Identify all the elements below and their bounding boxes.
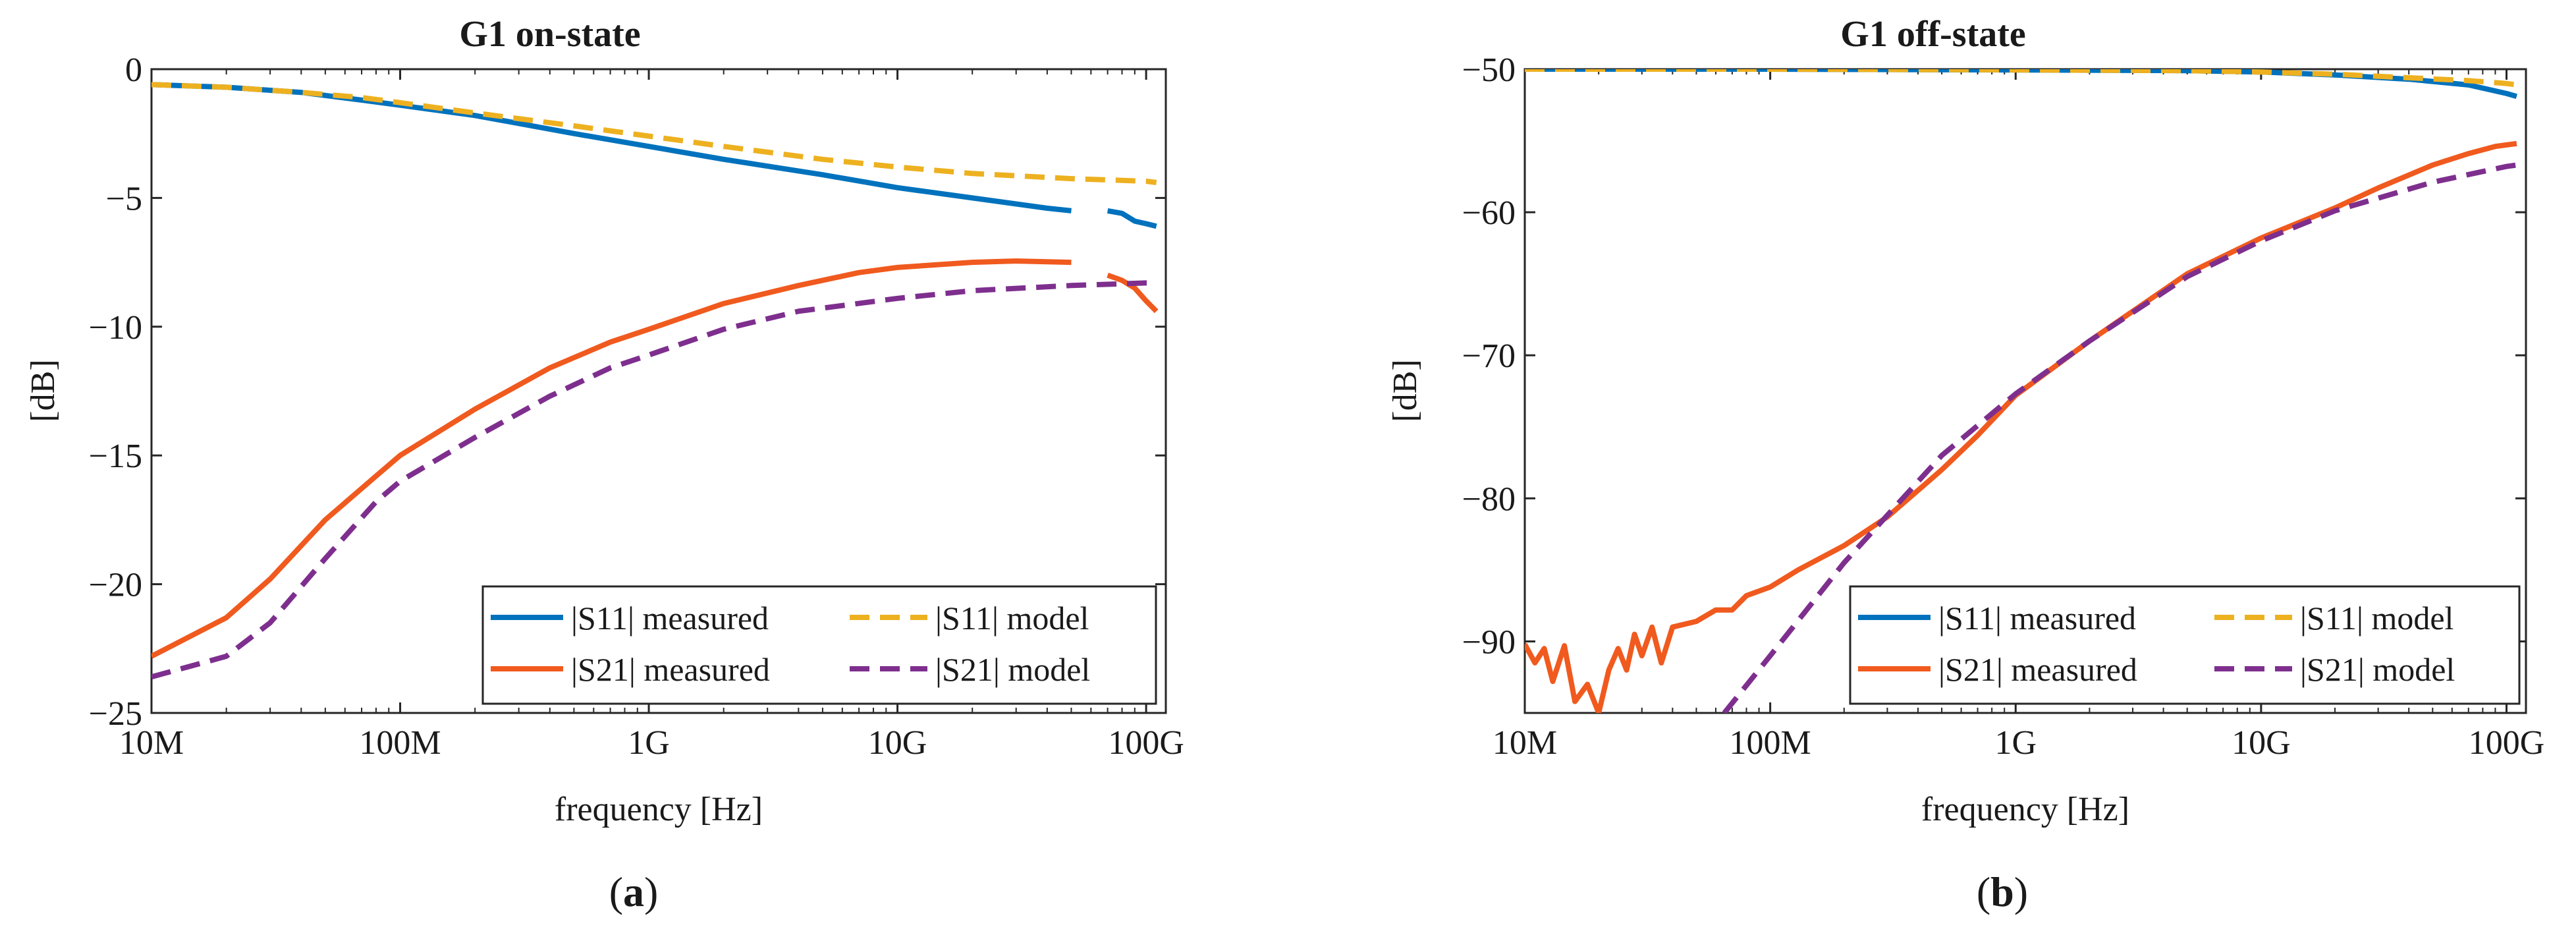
panel-b: G1 off-state 10M 100M 1G 10G 100G −50−60−70−… [1386, 14, 2544, 915]
chart-b-series-s11-model-line [1525, 69, 2517, 88]
legend-a-s21-measured-label: |S21| measured [571, 651, 770, 688]
chart-a-ytick-label: −5 [106, 180, 142, 217]
chart-a-series-group [151, 82, 1159, 680]
legend-a-s11-measured-label: |S11| measured [571, 600, 769, 637]
chart-a-xtick-label: 100M [359, 724, 441, 762]
legend-b-s11-model-label: |S11| model [2300, 600, 2453, 637]
chart-b-xtick-label: 10G [2232, 724, 2291, 762]
legend-b-s21-model-label: |S21| model [2300, 651, 2455, 688]
chart-b-xtick-label: 100G [2469, 724, 2545, 762]
chart-a-ytick-label: −25 [89, 695, 142, 733]
chart-b-legend-box [1849, 585, 2521, 705]
chart-b-ytick-label: −80 [1462, 480, 1516, 518]
chart-a-curves [151, 82, 1159, 680]
chart-b-xtick-label: 1G [1994, 724, 2037, 762]
legend-b-s11-measured-label: |S11| measured [1938, 600, 2136, 637]
chart-a-xtick-label: 1G [628, 724, 670, 762]
chart-b-ytick-label: −90 [1462, 623, 1516, 661]
chart-b-ytick-label: −50 [1462, 51, 1516, 89]
panel-b-label: (b) [1977, 868, 2028, 915]
chart-a-legend-box [481, 585, 1157, 705]
chart-a-ytick-label: −15 [89, 438, 142, 475]
panel-a: G1 on-state 10M 100M 1G 10G 100G 0 −5 −10 −15 −2… [24, 14, 1184, 915]
chart-a-ytick-label: 0 [125, 51, 142, 89]
panel-b-letter: b [1990, 868, 2014, 915]
chart-a-series-s11-model-line [151, 82, 1157, 185]
chart-b-series-s21-model-line [1722, 162, 2517, 713]
chart-b-xtick-label: 100M [1729, 724, 1811, 762]
chart-b-legend: |S11| measured |S11| model |S21| measure… [1849, 585, 2521, 705]
chart-a-ytick-label: −10 [89, 309, 142, 347]
panel-a-label: (a) [609, 868, 659, 915]
chart-a-series-s21-model-line [151, 280, 1157, 680]
chart-a-xtick-label: 100G [1108, 724, 1184, 762]
chart-b-curves [1525, 69, 2517, 713]
chart-a-xtick-label: 10G [868, 724, 927, 762]
chart-b-xtick-label: 10M [1493, 724, 1557, 762]
chart-a-y-label: [dB] [24, 359, 62, 422]
chart-a-xtick-label: 10M [119, 724, 184, 762]
chart-a-series-s11-measured-line [1107, 208, 1157, 229]
chart-a-series-s21-measured-line [151, 258, 1072, 659]
chart-b-ytick-label: −70 [1462, 337, 1516, 375]
legend-a-s21-model-label: |S21| model [935, 651, 1090, 688]
chart-a-x-label: frequency [Hz] [555, 791, 763, 828]
chart-a-y-ticks: 0 −5 −10 −15 −20 −25 [89, 51, 1166, 733]
legend-a-s11-model-label: |S11| model [935, 600, 1089, 637]
chart-a-legend: |S11| measured |S11| model |S21| measure… [481, 585, 1157, 705]
chart-b-title: G1 off-state [1840, 14, 2025, 55]
chart-a-title: G1 on-state [459, 14, 640, 55]
chart-a-x-ticks: 10M 100M 1G 10G 100G [119, 69, 1184, 762]
chart-b-y-label: [dB] [1386, 359, 1424, 422]
chart-a-series-s21-measured-line [1107, 272, 1159, 314]
chart-b-x-label: frequency [Hz] [1921, 791, 2129, 828]
chart-a-ytick-label: −20 [89, 567, 142, 604]
chart-b-series-group [1525, 69, 2517, 713]
legend-b-s21-measured-label: |S21| measured [1938, 651, 2137, 688]
panel-a-letter: a [623, 868, 644, 915]
chart-b-ytick-label: −60 [1462, 194, 1516, 232]
chart-b-y-ticks: −50 −60 −70 −80 −90 [1462, 51, 2526, 661]
